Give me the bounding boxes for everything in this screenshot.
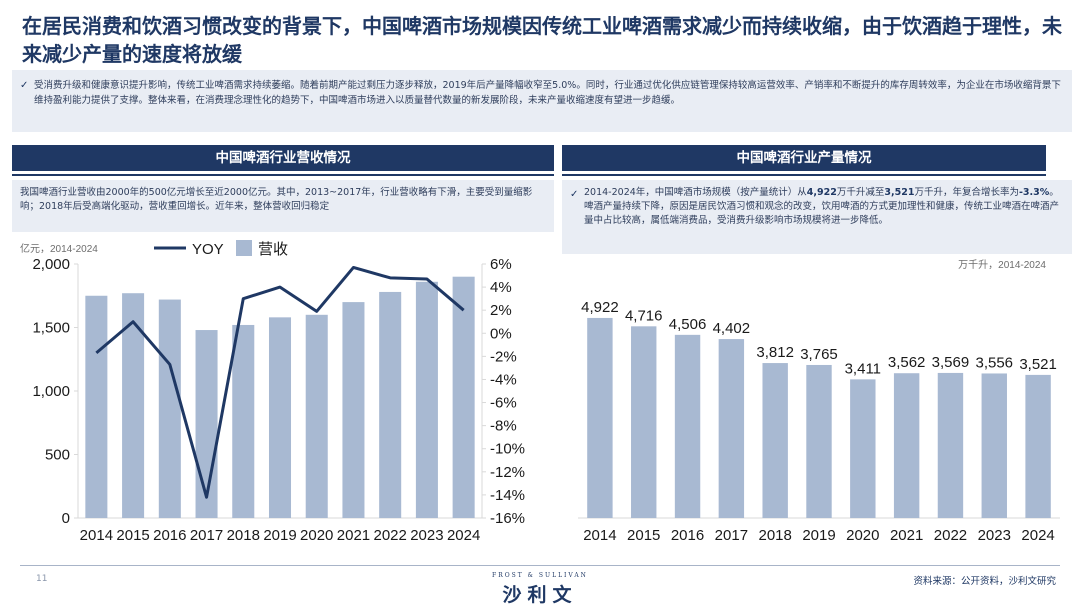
y-right-tick-label: -6%	[490, 395, 517, 412]
volume-data-label: 4,716	[625, 307, 663, 324]
y-left-tick-label: 1,000	[32, 383, 70, 400]
y-right-tick-label: -8%	[490, 418, 517, 435]
y-right-tick-label: 4%	[490, 279, 512, 296]
y-right-tick-label: -10%	[490, 441, 525, 458]
x-tick-label: 2021	[890, 527, 923, 544]
volume-unit-label: 万千升，2014-2024	[958, 259, 1046, 271]
y-right-tick-label: 6%	[490, 256, 512, 273]
volume-data-label: 3,765	[800, 346, 838, 363]
x-tick-label: 2020	[846, 527, 879, 544]
x-tick-label: 2016	[153, 527, 186, 544]
brand-logo: 沙利文	[502, 584, 578, 606]
revenue-bar	[85, 295, 108, 518]
summary-box: ✓ 受消费升级和健康意识提升影响，传统工业啤酒需求持续萎缩。随着前期产能过剩压力…	[12, 70, 1072, 132]
y-left-tick-label: 2,000	[32, 256, 70, 273]
x-tick-label: 2020	[300, 527, 333, 544]
x-tick-label: 2018	[758, 527, 791, 544]
x-tick-label: 2021	[337, 527, 370, 544]
y-right-tick-label: -14%	[490, 487, 525, 504]
revenue-bar	[342, 302, 365, 518]
volume-chart: 万千升，2014-2024 4,922 2014 4,716 2015 4,506 201…	[578, 259, 1060, 544]
volume-data-label: 3,521	[1019, 356, 1057, 373]
volume-data-label: 3,812	[756, 344, 794, 361]
volume-bar	[981, 373, 1007, 518]
volume-data-label: 4,402	[713, 320, 751, 337]
revenue-bar	[268, 317, 292, 518]
revenue-chart: 亿元，2014-2024 YOY 营收 0 500 1,000 1,500 2,000 -…	[20, 240, 525, 544]
legend-revenue-label: 营收	[258, 241, 288, 258]
volume-data-label: 3,556	[975, 354, 1013, 371]
revenue-bar	[158, 299, 181, 518]
x-tick-label: 2024	[1021, 527, 1054, 544]
volume-bar	[850, 379, 876, 518]
volume-bar	[587, 317, 613, 518]
x-tick-label: 2023	[978, 527, 1011, 544]
y-right-tick-label: -4%	[490, 371, 517, 388]
y-left-tick-label: 0	[62, 510, 70, 527]
x-tick-label: 2015	[116, 527, 149, 544]
yoy-line	[95, 265, 465, 499]
volume-bar	[937, 372, 964, 518]
volume-note-text: 2014-2024年，中国啤酒市场规模（按产量统计）从4,922万千升减至3,5…	[584, 187, 1060, 226]
check-icon: ✓	[570, 189, 579, 200]
x-tick-label: 2017	[715, 527, 748, 544]
footer-divider	[20, 565, 1060, 566]
x-tick-label: 2015	[627, 527, 660, 544]
revenue-bar	[452, 276, 475, 518]
volume-bar	[631, 326, 657, 518]
volume-bar	[718, 339, 745, 518]
volume-data-label: 4,922	[581, 299, 619, 316]
check-icon: ✓	[20, 80, 29, 91]
revenue-bar	[305, 314, 328, 518]
y-right-tick-label: -2%	[490, 348, 517, 365]
revenue-bar	[232, 324, 255, 518]
x-tick-label: 2022	[373, 527, 406, 544]
x-tick-label: 2014	[583, 527, 616, 544]
volume-bar	[1025, 374, 1051, 518]
page-title: 在居民消费和饮酒习惯改变的背景下，中国啤酒市场规模因传统工业啤酒需求减少而持续收…	[22, 14, 1062, 66]
x-tick-label: 2017	[190, 527, 223, 544]
revenue-note: 我国啤酒行业营收由2000年的500亿元增长至近2000亿元。其中，2013~2…	[12, 180, 554, 232]
volume-data-label: 3,562	[888, 354, 926, 371]
volume-note: ✓ 2014-2024年，中国啤酒市场规模（按产量统计）从4,922万千升减至3…	[562, 180, 1072, 254]
x-tick-label: 2018	[227, 527, 260, 544]
y-right-tick-label: 2%	[490, 302, 512, 319]
x-tick-label: 2024	[447, 527, 480, 544]
divider	[562, 174, 1046, 176]
volume-data-label: 3,411	[845, 360, 881, 377]
page-number: 11	[36, 574, 48, 584]
x-tick-label: 2023	[410, 527, 443, 544]
y-left-tick-label: 500	[45, 447, 70, 464]
revenue-bar	[415, 281, 438, 518]
revenue-panel-header: 中国啤酒行业营收情况	[12, 145, 554, 171]
x-tick-label: 2019	[263, 527, 296, 544]
x-tick-label: 2014	[80, 527, 113, 544]
legend-yoy-label: YOY	[192, 241, 224, 258]
x-tick-label: 2022	[934, 527, 967, 544]
volume-panel-header: 中国啤酒行业产量情况	[562, 145, 1046, 171]
revenue-unit-label: 亿元，2014-2024	[20, 242, 98, 255]
volume-bar	[762, 363, 788, 518]
x-tick-label: 2019	[802, 527, 835, 544]
revenue-bar	[122, 293, 145, 518]
legend-revenue-swatch	[236, 240, 252, 256]
summary-text: 受消费升级和健康意识提升影响，传统工业啤酒需求持续萎缩。随着前期产能过剩压力逐步…	[34, 80, 1061, 106]
divider	[12, 174, 554, 176]
volume-bar	[893, 373, 920, 518]
revenue-bar	[379, 291, 402, 518]
volume-data-label: 3,569	[932, 354, 970, 371]
y-right-tick-label: 0%	[490, 325, 512, 342]
volume-data-label: 4,506	[669, 316, 707, 333]
y-right-tick-label: -12%	[490, 464, 525, 481]
x-tick-label: 2016	[671, 527, 704, 544]
y-right-tick-label: -16%	[490, 510, 525, 527]
source-note: 资料来源：公开资料，沙利文研究	[913, 576, 1056, 587]
chart-legend: YOY 营收	[154, 240, 288, 258]
volume-bar	[674, 334, 701, 518]
brand-subtitle: FROST & SULLIVAN	[492, 572, 588, 579]
volume-bar	[806, 364, 832, 518]
y-left-tick-label: 1,500	[32, 320, 70, 337]
